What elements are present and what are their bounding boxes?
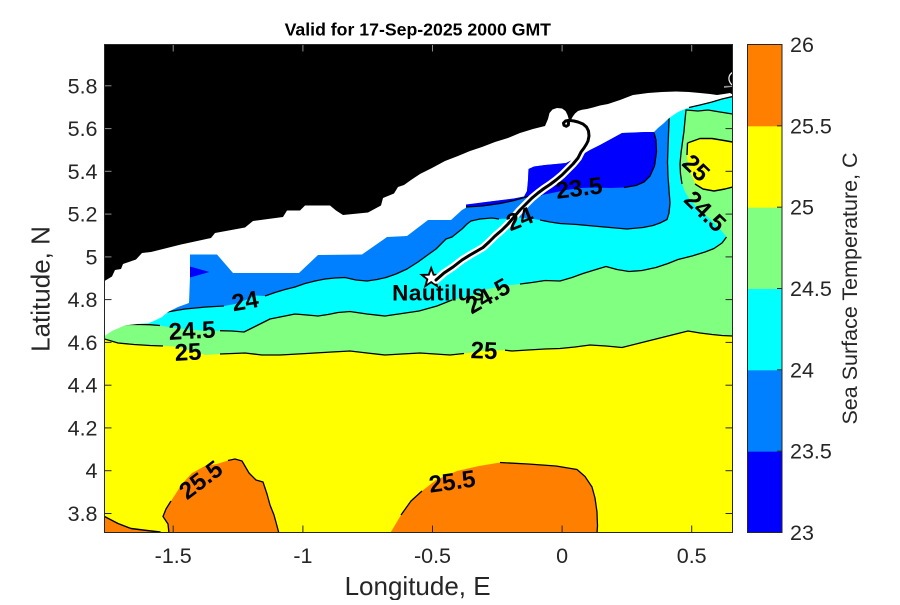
svg-text:-0.5: -0.5 [414,544,451,568]
svg-text:4.6: 4.6 [68,331,98,355]
svg-text:23.5: 23.5 [790,440,832,464]
svg-text:25.5: 25.5 [427,466,477,499]
svg-text:5.4: 5.4 [68,160,98,184]
svg-text:-1: -1 [293,544,312,568]
svg-text:0: 0 [556,544,568,568]
svg-text:24.5: 24.5 [790,277,832,301]
svg-text:4.8: 4.8 [68,288,98,312]
svg-text:Nautilus: Nautilus [392,281,485,306]
svg-text:24: 24 [790,358,814,382]
svg-text:-1.5: -1.5 [155,544,192,568]
svg-text:5: 5 [86,245,98,269]
svg-text:26: 26 [790,33,814,57]
svg-text:0.5: 0.5 [677,544,707,568]
svg-text:4.2: 4.2 [68,416,98,440]
svg-text:23.5: 23.5 [554,172,604,204]
svg-text:5.2: 5.2 [68,203,98,227]
svg-text:24.5: 24.5 [168,316,216,345]
svg-text:4.4: 4.4 [68,374,98,398]
svg-text:4: 4 [86,459,98,483]
svg-text:23: 23 [790,521,814,545]
svg-text:Latitude, N: Latitude, N [26,226,56,352]
svg-text:Sea Surface Temperature, C: Sea Surface Temperature, C [838,152,862,424]
svg-text:25.5: 25.5 [790,114,832,138]
svg-text:24: 24 [230,286,262,317]
svg-text:25: 25 [470,337,498,365]
svg-text:5.6: 5.6 [68,117,98,141]
svg-text:3.8: 3.8 [68,502,98,526]
svg-text:5.8: 5.8 [68,74,98,98]
svg-text:25: 25 [790,196,814,220]
svg-text:Longitude, E: Longitude, E [345,571,491,600]
svg-text:25: 25 [174,338,202,366]
svg-text:Valid for 17-Sep-2025 2000 GMT: Valid for 17-Sep-2025 2000 GMT [285,20,552,40]
